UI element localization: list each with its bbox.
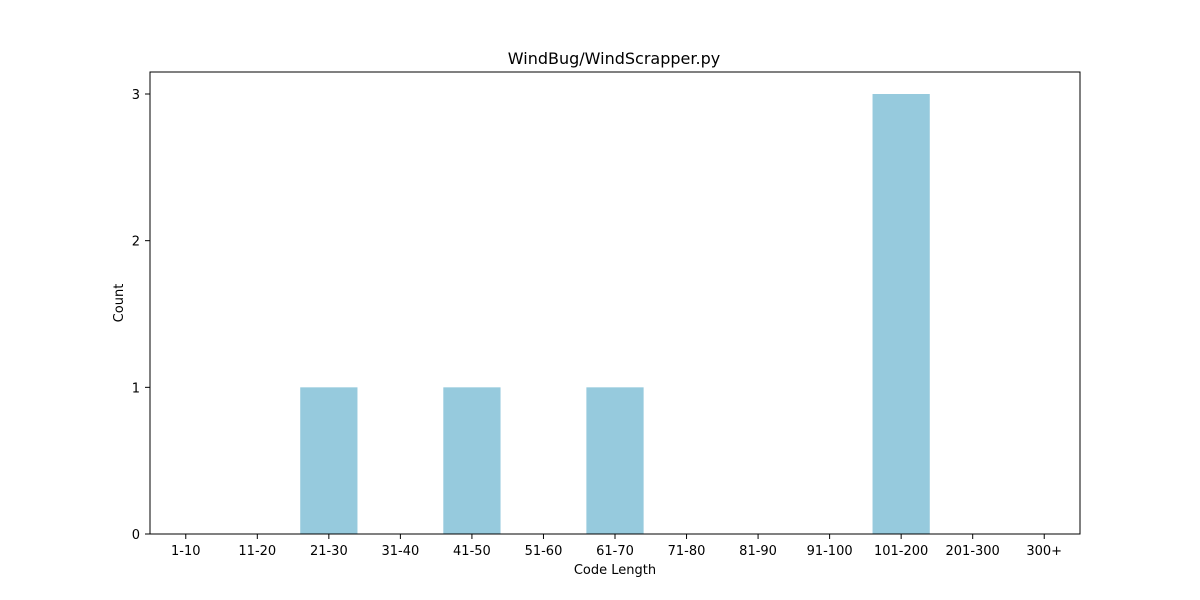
x-tick-label: 21-30 (310, 544, 348, 559)
bar-41-50 (443, 387, 501, 534)
y-axis-title: Count (112, 284, 127, 323)
x-tick-label: 51-60 (525, 544, 563, 559)
x-tick-label: 101-200 (874, 544, 928, 559)
x-tick-label: 61-70 (596, 544, 634, 559)
bar-21-30 (300, 387, 358, 534)
y-tick-label: 3 (132, 88, 140, 103)
x-tick-label: 201-300 (946, 544, 1000, 559)
bars-group (300, 94, 930, 534)
x-tick-label: 91-100 (807, 544, 853, 559)
chart-title: WindBug/WindScrapper.py (508, 49, 720, 68)
x-axis-title: Code Length (574, 563, 656, 578)
x-tick-label: 300+ (1026, 544, 1062, 559)
x-tick-label: 31-40 (381, 544, 419, 559)
y-tick-label: 2 (132, 235, 140, 250)
x-tick-label: 41-50 (453, 544, 491, 559)
x-tick-label: 81-90 (739, 544, 777, 559)
y-tick-label: 1 (132, 381, 140, 396)
x-tick-label: 71-80 (668, 544, 706, 559)
bar-101-200 (872, 94, 930, 534)
bar-61-70 (586, 387, 644, 534)
y-axis: 0 1 2 3 (132, 88, 150, 543)
x-tick-label: 11-20 (238, 544, 276, 559)
y-tick-label: 0 (132, 528, 140, 543)
x-axis: 1-10 11-20 21-30 31-40 41-50 51-60 61-70 71-80 8… (171, 534, 1062, 559)
x-tick-label: 1-10 (171, 544, 201, 559)
